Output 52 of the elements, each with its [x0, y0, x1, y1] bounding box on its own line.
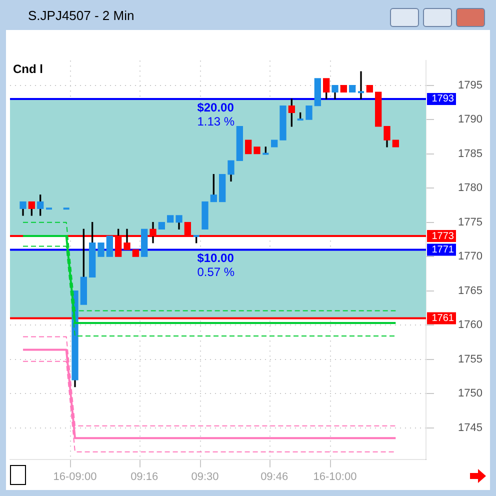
- candlestick: [271, 140, 278, 148]
- candlestick: [349, 84, 356, 92]
- candlestick: [167, 215, 174, 223]
- annotation: 0.57 %: [197, 265, 235, 280]
- x-tick-label: 09:30: [191, 471, 219, 484]
- y-tick-label: 1750: [458, 388, 482, 400]
- y-tick-label: 1765: [458, 284, 482, 297]
- candlestick: [98, 242, 104, 257]
- y-tick-label: 1745: [458, 422, 482, 434]
- y-tick-label: 1795: [458, 79, 482, 92]
- candlestick: [158, 222, 165, 230]
- candlestick: [219, 174, 226, 202]
- ref-line-label: 1773: [432, 230, 454, 242]
- band-label: $20.00: [197, 100, 234, 114]
- y-tick-label: 1780: [458, 182, 482, 194]
- x-tick-label: 09:46: [260, 471, 288, 484]
- candlestick: [384, 126, 390, 148]
- candlestick: [375, 92, 382, 127]
- candlestick: [366, 84, 373, 92]
- x-tick-label: 09:16: [130, 471, 158, 484]
- ref-line-label: 1771: [432, 244, 454, 256]
- candlestick: [228, 160, 234, 182]
- ref-line-label: 1793: [432, 94, 454, 105]
- ref-line-label: 1761: [432, 312, 454, 324]
- y-tick-label: 1785: [458, 148, 482, 160]
- annotation: 1.13 %: [197, 114, 235, 128]
- candlestick: [332, 84, 338, 100]
- candlestick: [236, 126, 243, 161]
- candlestick: [254, 146, 260, 154]
- x-tick-label: 16-10:00: [313, 471, 357, 484]
- candlestick: [176, 215, 182, 230]
- candlestick: [358, 71, 364, 100]
- candlestick: [245, 140, 252, 154]
- candlestick: [306, 105, 312, 120]
- candlestick: [141, 228, 148, 257]
- y-tick-label: 1770: [458, 250, 482, 263]
- y-tick-label: 1775: [458, 216, 482, 228]
- candlestick: [20, 201, 26, 216]
- candlestick: [392, 140, 399, 148]
- candlestick: [314, 78, 321, 106]
- annotation: Cnd l: [13, 62, 43, 76]
- chart-title: S.JPJ4507 - 2 Min: [28, 8, 134, 23]
- x-tick-label: 16-09:00: [53, 471, 97, 484]
- candlestick: [280, 105, 286, 140]
- candlestick: [202, 201, 208, 230]
- candlestick: [340, 84, 347, 92]
- y-tick-label: 1790: [458, 114, 482, 126]
- y-tick-label: 1755: [458, 353, 482, 366]
- candlestick: [106, 236, 113, 257]
- band-label: $10.00: [197, 251, 234, 266]
- candlestick: [132, 249, 139, 257]
- y-tick-label: 1760: [458, 319, 482, 332]
